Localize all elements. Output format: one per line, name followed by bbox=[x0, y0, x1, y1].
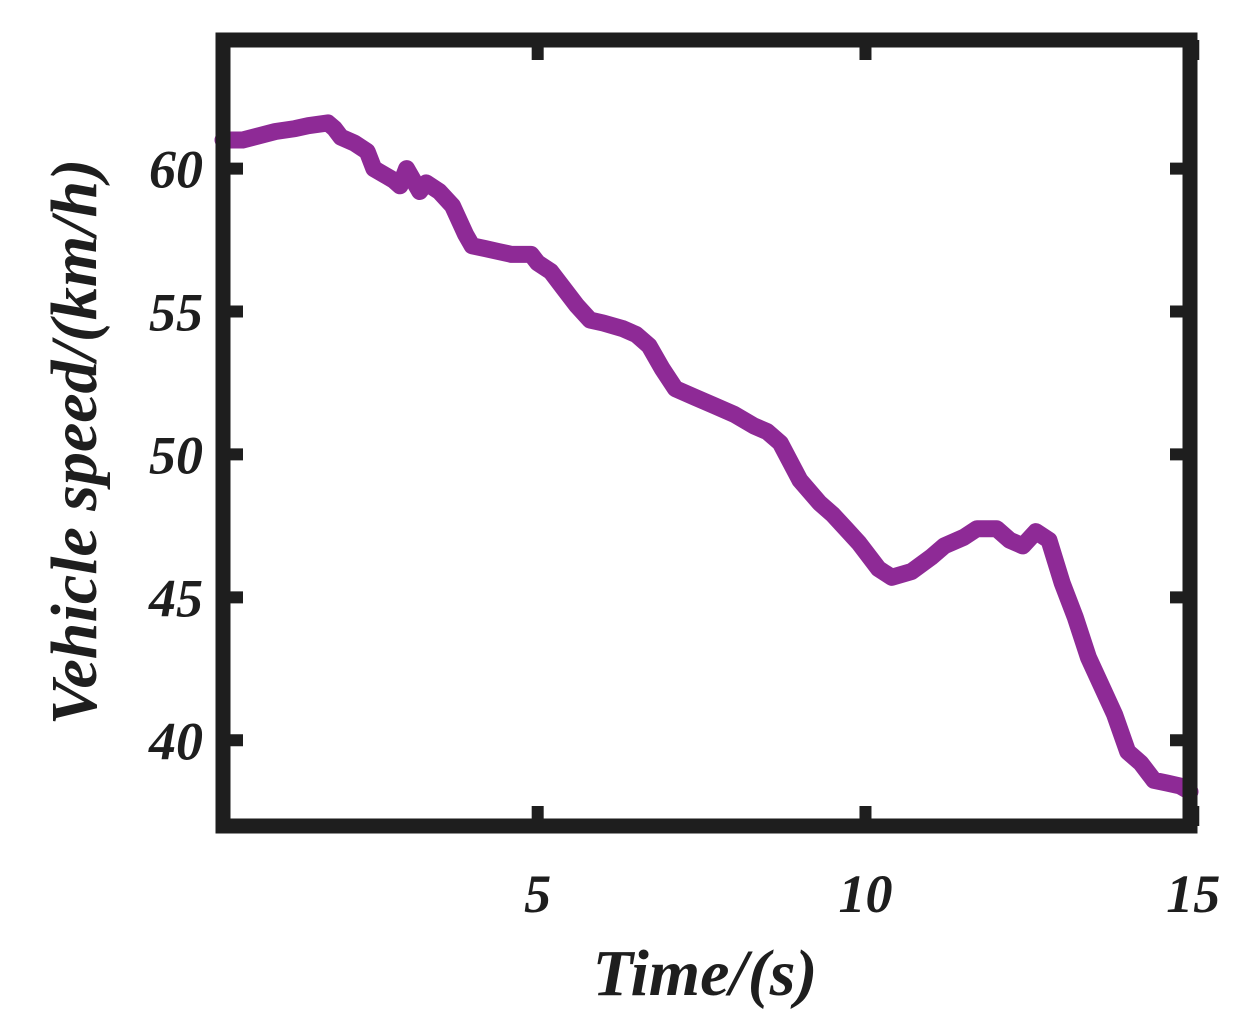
x-tick-label: 15 bbox=[1166, 864, 1220, 924]
x-tick-marks bbox=[531, 40, 1200, 826]
y-tick-label: 60 bbox=[149, 140, 203, 200]
x-tick-labels: 5 10 15 bbox=[524, 864, 1220, 924]
x-tick-label: 5 bbox=[524, 864, 551, 924]
speed-series-line bbox=[214, 114, 1199, 801]
y-tick-label: 55 bbox=[149, 283, 203, 343]
y-tick-labels: 40 45 50 55 60 bbox=[148, 140, 203, 772]
y-axis-label: Vehicle speed/(km/h) bbox=[38, 159, 111, 725]
x-axis-label: Time/(s) bbox=[593, 937, 818, 1010]
x-tick-label: 10 bbox=[838, 864, 892, 924]
y-tick-label: 45 bbox=[148, 568, 203, 628]
y-tick-label: 50 bbox=[149, 425, 203, 485]
data-line-group bbox=[214, 114, 1199, 801]
y-tick-label: 40 bbox=[148, 711, 203, 771]
plot-frame bbox=[215, 32, 1198, 834]
y-tick-marks bbox=[223, 162, 1190, 747]
